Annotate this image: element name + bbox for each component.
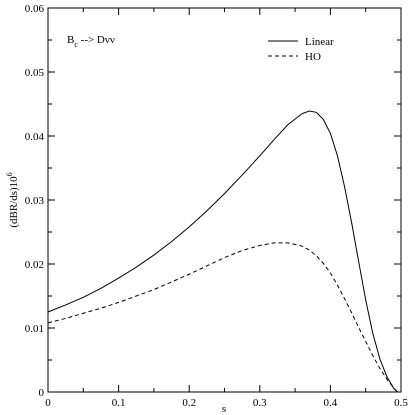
plot-area (47, 110, 398, 393)
y-tick-label: 0.06 (25, 3, 45, 15)
plot-frame (47, 7, 402, 393)
x-tick-label: 0 (45, 397, 51, 409)
legend: Linear HO (268, 36, 334, 63)
x-axis-label: s (222, 403, 226, 415)
ticks: 0 0.1 0.2 0.3 0.4 0.5 0 0.01 0.02 0.03 0.04 0.05 0.0… (25, 3, 409, 409)
x-tick-label: 0.5 (394, 397, 408, 409)
axes (47, 7, 402, 393)
x-tick-label: 0.2 (182, 397, 196, 409)
y-tick-label: 0.05 (25, 67, 45, 79)
y-tick-label: 0.03 (25, 195, 45, 207)
chart-annotation: Bc --> Dνν (67, 34, 115, 49)
x-tick-label: 0.3 (253, 397, 267, 409)
y-axis-label: (dBR/ds)106 (5, 172, 20, 227)
series-line-linear (47, 110, 398, 393)
legend-label-linear: Linear (305, 36, 334, 48)
y-tick-label: 0.01 (25, 323, 44, 335)
x-tick-label: 0.4 (324, 397, 338, 409)
y-tick-label: 0 (39, 387, 45, 399)
x-tick-label: 0.1 (112, 397, 126, 409)
y-tick-label: 0.02 (25, 259, 44, 271)
legend-label-ho: HO (305, 51, 321, 63)
y-tick-label: 0.04 (25, 131, 45, 143)
series-line-ho (47, 242, 398, 393)
